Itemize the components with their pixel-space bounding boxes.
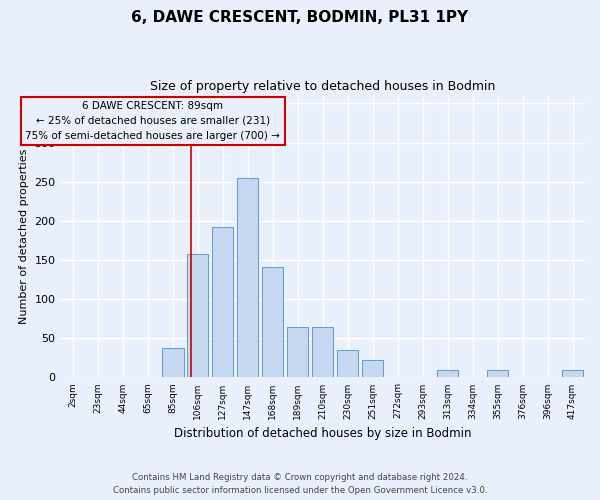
Bar <box>237 178 259 378</box>
Y-axis label: Number of detached properties: Number of detached properties <box>19 149 29 324</box>
Bar <box>262 267 283 378</box>
Bar <box>287 328 308 378</box>
Text: 6, DAWE CRESCENT, BODMIN, PL31 1PY: 6, DAWE CRESCENT, BODMIN, PL31 1PY <box>131 10 469 25</box>
Bar <box>337 350 358 378</box>
Bar <box>187 254 208 378</box>
Bar <box>212 227 233 378</box>
Bar <box>312 328 334 378</box>
Bar <box>162 348 184 378</box>
Bar <box>487 370 508 378</box>
Bar <box>562 370 583 378</box>
Bar <box>362 360 383 378</box>
Text: Contains HM Land Registry data © Crown copyright and database right 2024.
Contai: Contains HM Land Registry data © Crown c… <box>113 474 487 495</box>
Title: Size of property relative to detached houses in Bodmin: Size of property relative to detached ho… <box>150 80 496 93</box>
Text: 6 DAWE CRESCENT: 89sqm
← 25% of detached houses are smaller (231)
75% of semi-de: 6 DAWE CRESCENT: 89sqm ← 25% of detached… <box>25 101 280 140</box>
X-axis label: Distribution of detached houses by size in Bodmin: Distribution of detached houses by size … <box>174 427 472 440</box>
Bar <box>437 370 458 378</box>
